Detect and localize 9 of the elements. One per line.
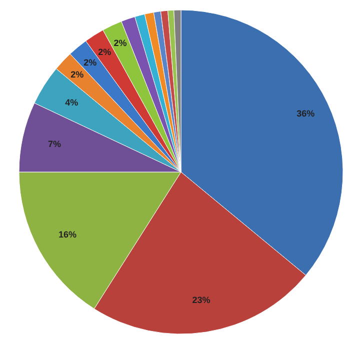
data-label: 7% [48,138,62,149]
data-label: 2% [70,70,84,80]
data-label: 2% [84,57,97,68]
data-label: 16% [58,230,76,240]
data-label: 4% [65,98,78,108]
data-label: 2% [114,38,127,48]
data-label: 2% [98,46,112,57]
data-label: 36% [296,108,315,119]
data-label: 23% [192,295,210,306]
